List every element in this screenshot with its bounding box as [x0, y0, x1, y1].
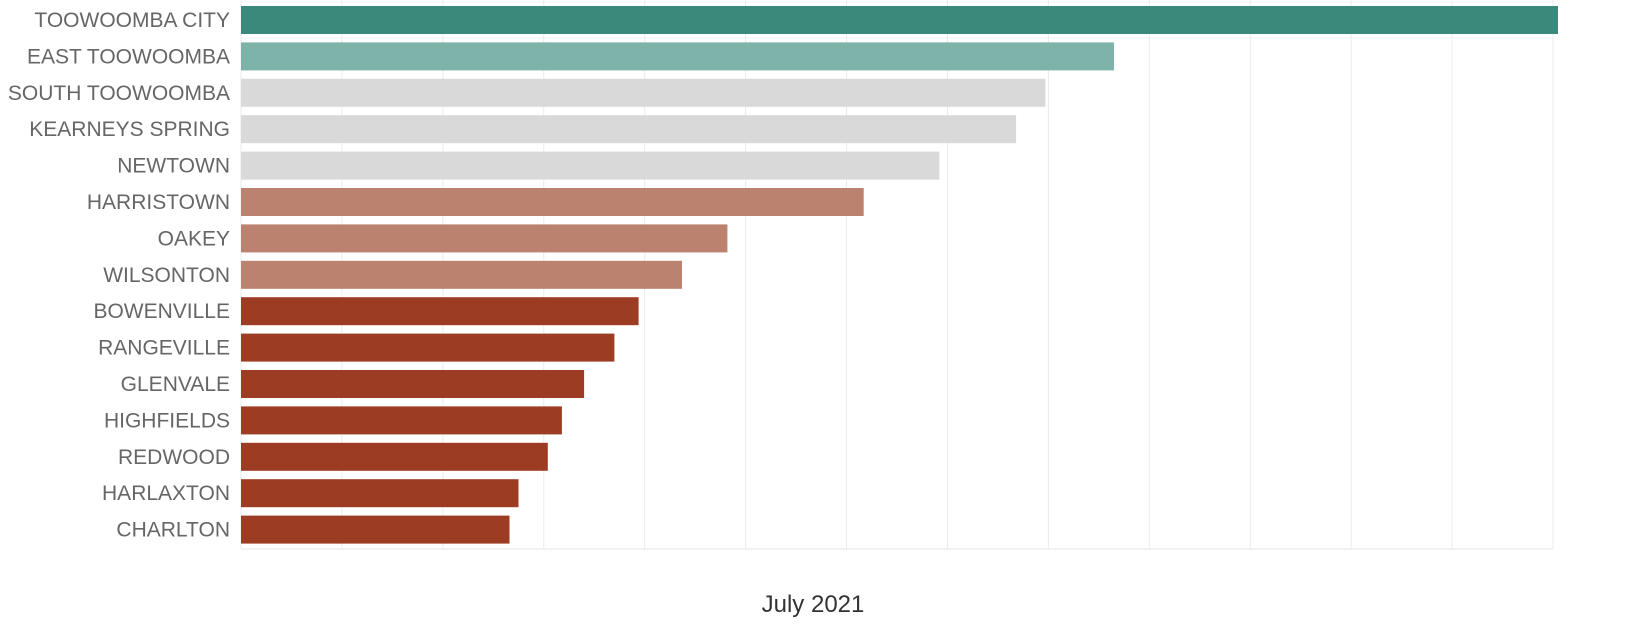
bar[interactable]	[241, 6, 1558, 34]
bar[interactable]	[241, 333, 615, 362]
bar[interactable]	[241, 42, 1114, 71]
category-label: CHARLTON	[116, 519, 230, 542]
category-label: WILSONTON	[103, 264, 230, 287]
category-label: OAKEY	[158, 227, 230, 250]
category-label: REDWOOD	[118, 446, 230, 469]
bar[interactable]	[241, 515, 510, 544]
bar[interactable]	[241, 442, 548, 471]
bar[interactable]	[241, 151, 940, 180]
category-label: HIGHFIELDS	[104, 409, 230, 432]
category-label: HARRISTOWN	[87, 191, 230, 214]
category-label: SOUTH TOOWOOMBA	[8, 82, 230, 105]
bar[interactable]	[241, 188, 864, 216]
bars-layer	[241, 6, 1558, 544]
bar[interactable]	[241, 260, 682, 289]
bar[interactable]	[241, 479, 519, 508]
category-label: BOWENVILLE	[93, 300, 230, 323]
category-labels: TOOWOOMBA CITY EAST TOOWOOMBA SOUTH TOOWOO…	[8, 9, 230, 542]
bar[interactable]	[241, 370, 585, 398]
bar[interactable]	[241, 297, 639, 326]
bar[interactable]	[241, 406, 562, 435]
category-label: TOOWOOMBA CITY	[34, 9, 230, 32]
category-label: NEWTOWN	[117, 155, 230, 178]
bar[interactable]	[241, 224, 728, 253]
category-label: RANGEVILLE	[98, 337, 230, 360]
bar[interactable]	[241, 78, 1046, 107]
x-axis-title: July 2021	[762, 591, 865, 618]
category-label: GLENVALE	[121, 373, 230, 396]
category-label: EAST TOOWOOMBA	[27, 45, 230, 68]
category-label: KEARNEYS SPRING	[29, 118, 230, 141]
bar[interactable]	[241, 115, 1017, 144]
category-label: HARLAXTON	[102, 482, 230, 505]
